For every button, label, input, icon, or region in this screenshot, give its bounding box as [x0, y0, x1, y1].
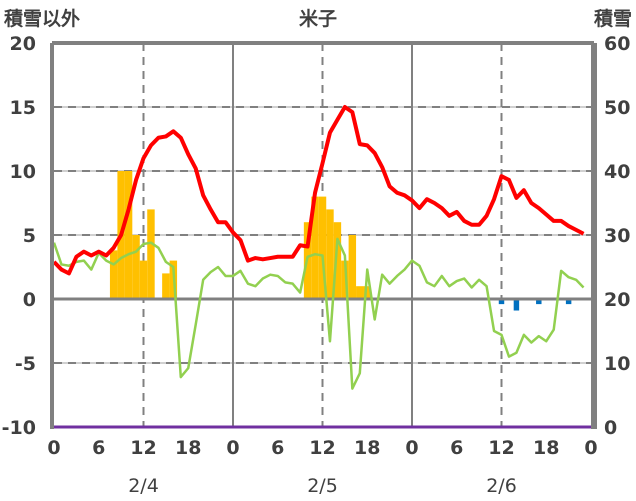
x-tick: 0 — [226, 437, 239, 459]
orange-bar — [124, 171, 133, 299]
orange-bar — [147, 209, 155, 299]
orange-bar — [356, 286, 364, 299]
date-label: 2/4 — [128, 475, 159, 497]
x-tick: 18 — [354, 437, 380, 459]
x-tick: 6 — [450, 437, 463, 459]
y-left-tick: -10 — [2, 417, 36, 439]
y-right-tick: 40 — [604, 161, 630, 183]
orange-bar — [132, 235, 140, 299]
orange-bar — [139, 260, 148, 299]
orange-bar — [333, 222, 342, 299]
y-right-tick: 30 — [604, 225, 630, 247]
green-line — [52, 237, 585, 390]
x-tick: 12 — [309, 437, 335, 459]
blue-bar — [536, 299, 542, 305]
chart-title: 米子 — [299, 7, 337, 30]
x-tick: 18 — [175, 437, 201, 459]
date-label: 2/5 — [307, 475, 338, 497]
y-right-tick: 20 — [604, 289, 630, 311]
y-left-tick: 10 — [10, 161, 36, 183]
orange-bar — [318, 196, 327, 299]
y-right-tick: 0 — [604, 417, 617, 439]
blue-bar — [498, 299, 505, 305]
x-tick: 0 — [584, 437, 597, 459]
x-tick: 6 — [92, 437, 105, 459]
orange-bar — [326, 209, 334, 299]
y-left-tick: 5 — [23, 225, 36, 247]
x-tick: 18 — [533, 437, 559, 459]
y-left-tick: -5 — [15, 353, 36, 375]
x-tick: 12 — [130, 437, 156, 459]
red-line — [52, 105, 585, 276]
y-left-tick: 0 — [23, 289, 36, 311]
x-tick: 12 — [488, 437, 514, 459]
orange-bar — [363, 286, 371, 299]
left-axis-title: 積雪以外 — [4, 7, 80, 30]
orange-bar — [162, 273, 170, 299]
blue-bar — [513, 299, 520, 311]
y-right-tick: 60 — [604, 33, 630, 55]
y-right-tick: 10 — [604, 353, 630, 375]
x-tick: 0 — [47, 437, 60, 459]
y-left-tick: 15 — [10, 97, 36, 119]
right-axis-title: 積雪 — [594, 7, 632, 30]
x-tick: 0 — [405, 437, 418, 459]
blue-bar — [565, 299, 572, 305]
date-label: 2/6 — [486, 475, 517, 497]
y-right-tick: 50 — [604, 97, 630, 119]
orange-bar — [109, 250, 118, 299]
orange-bar — [341, 260, 349, 299]
orange-bar — [311, 196, 319, 299]
x-tick: 6 — [271, 437, 284, 459]
orange-bar — [348, 235, 357, 299]
y-left-tick: 20 — [10, 33, 36, 55]
